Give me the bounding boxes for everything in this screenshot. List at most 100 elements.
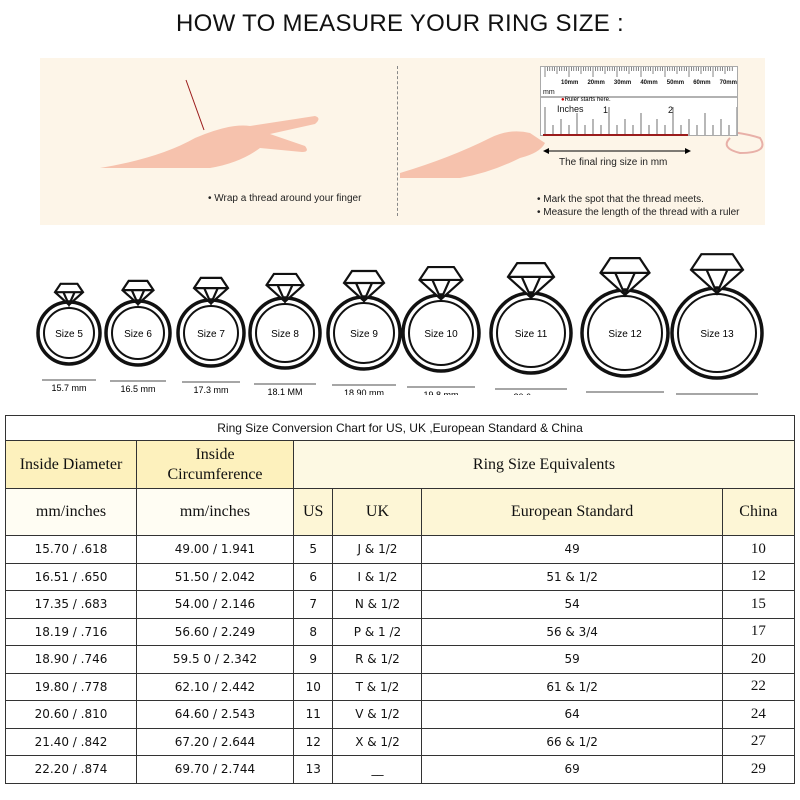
ring-label: Size 7: [197, 329, 225, 340]
table-cell: 56.60 / 2.249: [136, 617, 294, 646]
diamond-icon: [689, 253, 745, 296]
ring-mm: 15.7 mm: [51, 383, 86, 393]
ring-size-table: Ring Size Conversion Chart for US, UK ,E…: [5, 415, 796, 784]
subheader-cell: US: [292, 488, 334, 536]
inch-1: 1: [603, 105, 609, 115]
table-cell: 18.90 / .746: [5, 645, 137, 674]
ring-size-10: Size 10 19.8 mm: [401, 265, 481, 395]
table-cell: 17.35 / .683: [5, 590, 137, 619]
table-cell: 61 & 1/2: [421, 672, 723, 701]
ring-mm: 17.3 mm: [193, 385, 228, 395]
ring-band: [36, 300, 102, 366]
instructions-panel: • Wrap a thread around your finger 10mm 2…: [40, 58, 765, 225]
diamond-icon: [342, 269, 386, 304]
divider: [397, 66, 398, 216]
step-measure-note: • Measure the length of the thread with …: [537, 207, 740, 218]
table-cell: 20.60 / .810: [5, 700, 137, 729]
table-row: 18.19 / .716 56.60 / 2.249 8 P & 1 /2 56 & 3…: [5, 617, 796, 646]
table-row: 19.80 / .778 62.10 / 2.442 10 T & 1/2 61 & 1…: [5, 672, 796, 701]
subheader-cell: European Standard: [421, 488, 723, 536]
table-cell: 64.60 / 2.543: [136, 700, 294, 729]
table-cell: __: [332, 755, 423, 784]
ring-band: [580, 288, 670, 378]
thread-line: [543, 134, 688, 136]
table-cell: 11: [292, 700, 334, 729]
ring-label: Size 9: [350, 329, 378, 340]
mm-tick-label: 70mm: [719, 80, 737, 86]
table-cell: J & 1/2: [332, 535, 423, 564]
diamond-icon: [506, 262, 556, 301]
diamond-icon: [192, 276, 230, 307]
table-row: 20.60 / .810 64.60 / 2.543 11 V & 1/2 64 24: [5, 700, 796, 729]
table-cell: 19.80 / .778: [5, 672, 137, 701]
mm-tick-label: 60mm: [693, 80, 711, 86]
ring-band: [326, 295, 402, 371]
ring-mm: 20.6 mm: [513, 392, 548, 395]
table-cell: 10: [292, 672, 334, 701]
table-cell: 56 & 3/4: [421, 617, 723, 646]
table-cell: 10: [721, 535, 796, 564]
ruler-start-label: ●Ruler starts here.: [561, 97, 611, 103]
measure-arrow: [543, 148, 691, 154]
header-equivalents: Ring Size Equivalents: [293, 440, 795, 489]
ring-size-13: Size 13 22.2 mm: [670, 253, 764, 395]
table-cell: 54.00 / 2.146: [136, 590, 294, 619]
ring-label: Size 12: [608, 329, 642, 340]
ring-band: [489, 291, 573, 375]
mm-tick-label: 30mm: [613, 80, 632, 86]
table-cell: 18.19 / .716: [5, 617, 137, 646]
table-cell: 6: [292, 562, 334, 591]
table-cell: 16.51 / .650: [5, 562, 137, 591]
table-row: 18.90 / .746 59.5 0 / 2.342 9 R & 1/2 59 20: [5, 645, 796, 674]
table-cell: 62.10 / 2.442: [136, 672, 294, 701]
table-cell: 69.70 / 2.744: [136, 755, 294, 784]
ring-mm: 16.5 mm: [120, 384, 155, 394]
table-cell: 49.00 / 1.941: [136, 535, 294, 564]
table-cell: 49: [421, 535, 723, 564]
table-row: 21.40 / .842 67.20 / 2.644 12 X & 1/2 66 & 1…: [5, 727, 796, 756]
step-wrap-note: • Wrap a thread around your finger: [208, 193, 362, 204]
ring-label: Size 6: [124, 329, 152, 340]
ring-size-9: Size 9 18.90 mm: [326, 269, 402, 395]
table-cell: 64: [421, 700, 723, 729]
ring-label: Size 10: [424, 329, 458, 340]
step-mark-note: • Mark the spot that the thread meets.: [537, 194, 704, 205]
table-cell: 15: [721, 590, 796, 619]
mm-label: mm: [543, 89, 555, 96]
table-cell: 51.50 / 2.042: [136, 562, 294, 591]
ring-band: [248, 296, 322, 370]
red-dot-icon: ●: [561, 97, 565, 103]
note-text: Mark the spot that the thread meets.: [543, 194, 704, 205]
diamond-icon: [53, 282, 85, 308]
ring-size-6: Size 6 16.5 mm: [104, 279, 172, 394]
page-title: HOW TO MEASURE YOUR RING SIZE :: [175, 10, 625, 37]
ring-mm: 18.90 mm: [344, 388, 384, 395]
table-cell: 67.20 / 2.644: [136, 727, 294, 756]
table-cell: N & 1/2: [332, 590, 423, 619]
table-cell: 22.20 / .874: [5, 755, 137, 784]
mm-tick-label: 10mm: [561, 80, 579, 86]
table-cell: I & 1/2: [332, 562, 423, 591]
ring-size-8: Size 8 18.1 MM: [248, 272, 322, 395]
table-cell: 54: [421, 590, 723, 619]
table-cell: 51 & 1/2: [421, 562, 723, 591]
ring-size-11: Size 11 20.6 mm: [489, 262, 573, 395]
hand-wrap-illustration: [100, 79, 319, 168]
table-cell: 17: [721, 617, 796, 646]
ring-inner: [111, 306, 165, 360]
ring-size-12: Size 12 21.4 mm: [580, 257, 670, 393]
ring-band: [176, 298, 246, 368]
table-cell: T & 1/2: [332, 672, 423, 701]
subheader-cell: China: [721, 488, 796, 536]
table-cell: 12: [292, 727, 334, 756]
subheader-cell: mm/inches: [136, 488, 294, 536]
diamond-icon: [599, 257, 651, 298]
subheader-cell: mm/inches: [5, 488, 137, 536]
table-cell: 29: [721, 755, 796, 784]
inches-label: Inches: [557, 104, 584, 114]
table-cell: 5: [292, 535, 334, 564]
ring-band: [104, 299, 172, 367]
ring-band: [401, 293, 481, 373]
ring-size-illustrations: Size 5 15.7 mm Size 6 16.5 mm Size 7 17.…: [36, 253, 764, 395]
diamond-icon: [121, 279, 155, 307]
